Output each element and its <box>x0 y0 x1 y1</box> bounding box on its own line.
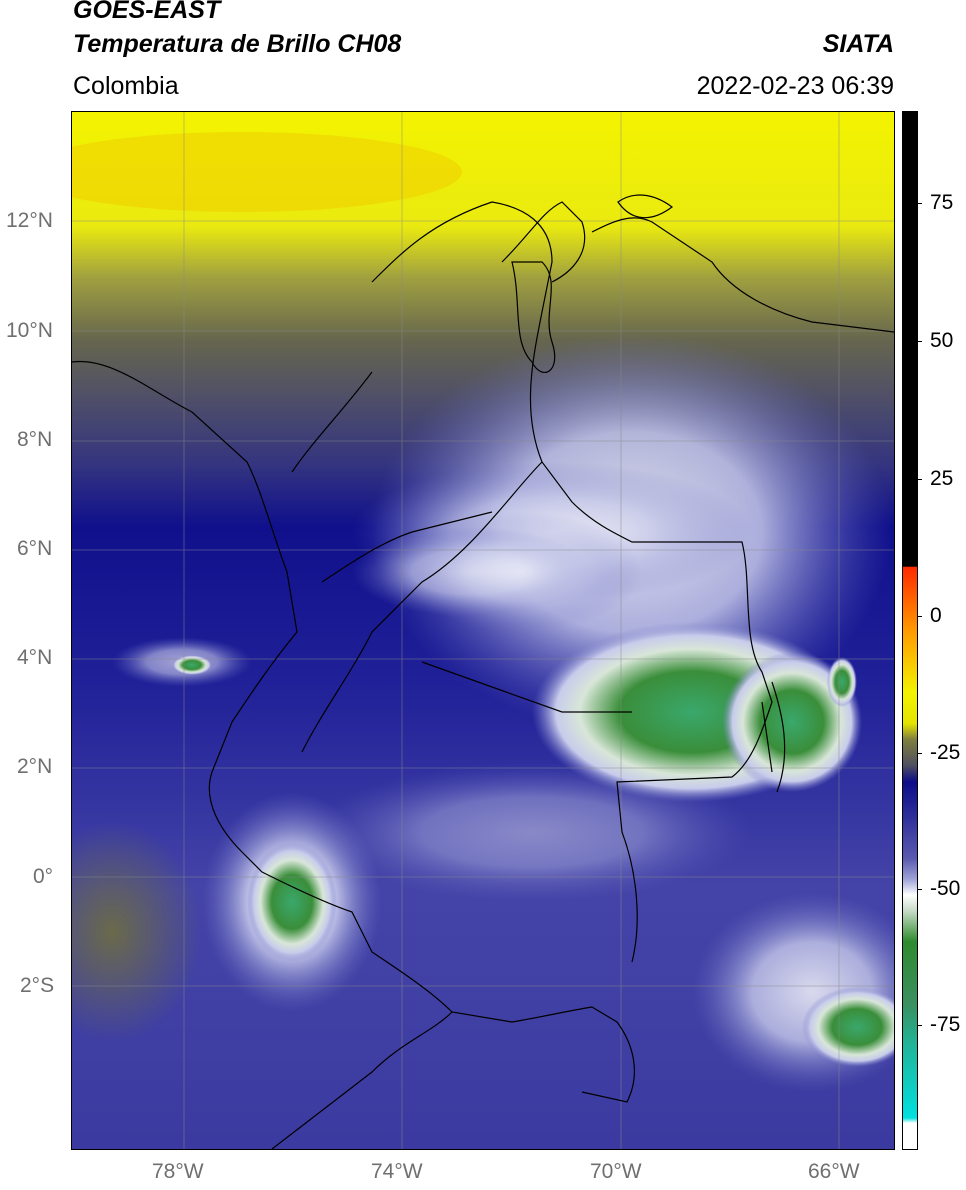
cb-tick <box>917 341 922 342</box>
title-line-2: Temperatura de Brillo CH08 <box>73 30 402 58</box>
colorbar <box>902 111 918 1150</box>
lat-label-0: 0° <box>33 865 54 888</box>
cb-label-minus25: -25 <box>930 741 961 764</box>
cb-tick <box>917 753 922 754</box>
lon-label-74w: 74°W <box>371 1160 423 1183</box>
lat-label-2s: 2°S <box>20 974 55 997</box>
lat-label-6n: 6°N <box>17 537 53 560</box>
satellite-map[interactable] <box>71 111 895 1150</box>
colorbar-gradient <box>903 112 917 1149</box>
lon-label-70w: 70°W <box>590 1160 642 1183</box>
cb-label-0: 0 <box>930 604 942 627</box>
cb-label-75: 75 <box>930 191 954 214</box>
map-canvas <box>72 112 894 1149</box>
lon-label-78w: 78°W <box>152 1160 204 1183</box>
cb-label-50: 50 <box>930 329 954 352</box>
lat-label-10n: 10°N <box>6 319 53 342</box>
cb-tick <box>917 479 922 480</box>
cb-label-minus50: -50 <box>930 877 961 900</box>
cb-tick <box>917 203 922 204</box>
cb-label-25: 25 <box>930 467 954 490</box>
region-label: Colombia <box>73 72 179 100</box>
lat-label-2n: 2°N <box>17 755 53 778</box>
timestamp: 2022-02-23 06:39 <box>696 72 894 100</box>
title-line-1: GOES-EAST <box>73 0 221 24</box>
borders <box>72 194 894 1149</box>
lon-label-66w: 66°W <box>808 1160 860 1183</box>
cb-tick <box>917 1025 922 1026</box>
lat-label-8n: 8°N <box>17 428 53 451</box>
org-label: SIATA <box>822 30 894 58</box>
lat-label-4n: 4°N <box>17 646 53 669</box>
graticule <box>72 112 894 1149</box>
cb-label-minus75: -75 <box>930 1013 961 1036</box>
lat-label-12n: 12°N <box>6 209 53 232</box>
cb-tick <box>917 616 922 617</box>
cb-tick <box>917 889 922 890</box>
